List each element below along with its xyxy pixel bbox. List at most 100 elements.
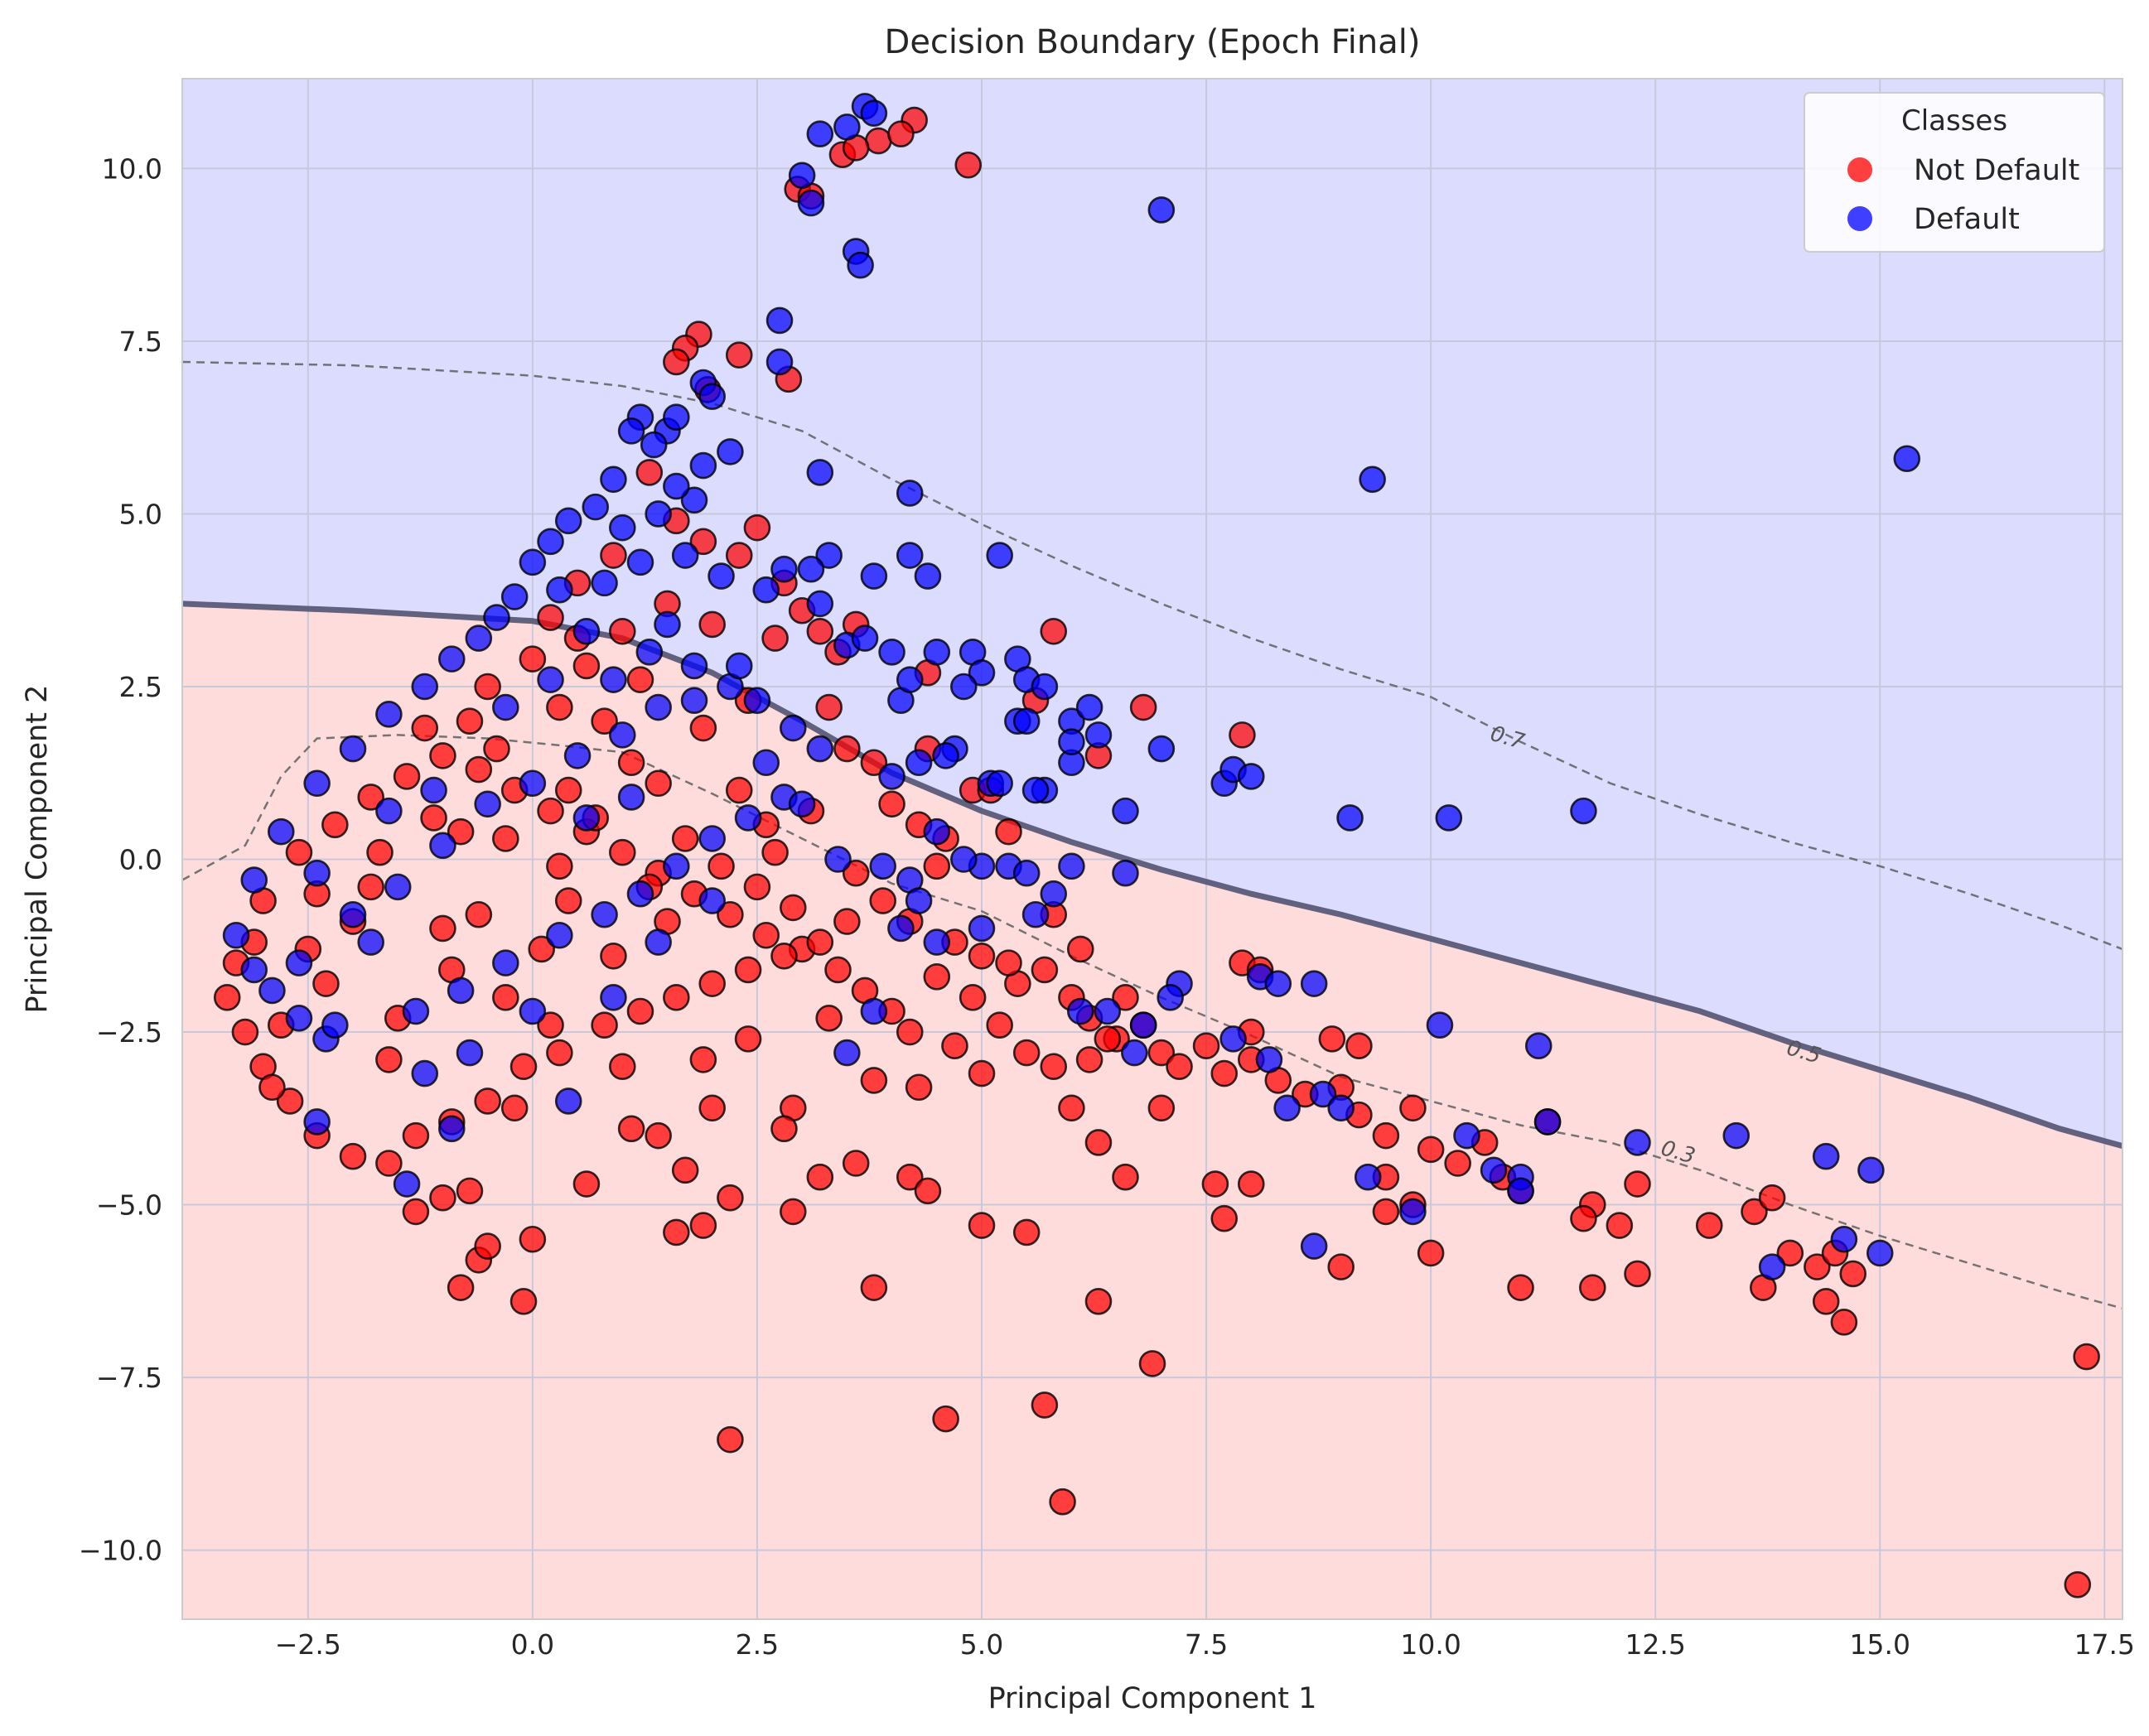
x-tick-label: 12.5	[1625, 1628, 1685, 1661]
default-point	[847, 251, 874, 279]
default-point	[986, 769, 1013, 798]
not-default-point	[429, 742, 456, 769]
default-point	[1147, 735, 1176, 763]
default-point	[635, 638, 664, 666]
not-default-point	[591, 707, 618, 735]
default-point	[1112, 859, 1139, 887]
not-default-point	[608, 1053, 636, 1081]
default-point	[519, 997, 547, 1025]
not-default-point	[806, 617, 834, 645]
default-point	[1722, 1121, 1751, 1150]
not-default-point	[537, 797, 564, 825]
not-default-point	[1570, 1204, 1597, 1232]
not-default-point	[519, 645, 547, 673]
not-default-point	[725, 542, 753, 569]
y-tick-label: −5.0	[96, 1189, 162, 1222]
default-point	[752, 749, 780, 777]
not-default-point	[258, 1073, 286, 1102]
default-point	[492, 693, 519, 721]
default-point	[860, 562, 888, 590]
not-default-point	[500, 1094, 529, 1122]
not-default-point	[572, 1170, 601, 1198]
chart-title: Decision Boundary (Epoch Final)	[885, 23, 1421, 61]
not-default-point	[645, 1121, 672, 1150]
not-default-point	[806, 928, 834, 956]
not-default-point	[770, 942, 798, 970]
default-point	[968, 659, 996, 687]
not-default-point	[1049, 1488, 1076, 1516]
not-default-point	[456, 1177, 484, 1205]
legend-title: Classes	[1901, 104, 2007, 137]
not-default-point	[1345, 1032, 1373, 1060]
not-default-point	[869, 887, 897, 914]
not-default-point	[1129, 693, 1157, 721]
not-default-point	[2064, 1570, 2092, 1599]
not-default-point	[509, 1053, 538, 1081]
default-point	[752, 576, 780, 604]
default-point	[878, 638, 905, 666]
not-default-point	[519, 1225, 547, 1253]
not-default-point	[312, 970, 340, 997]
not-default-point	[420, 804, 447, 832]
not-default-point	[833, 908, 861, 935]
not-default-point	[447, 1274, 475, 1301]
y-tick-label: 7.5	[119, 326, 162, 358]
default-point	[896, 666, 924, 693]
not-default-point	[734, 956, 762, 984]
not-default-point	[815, 1005, 843, 1032]
not-default-point	[600, 942, 627, 970]
default-point	[878, 763, 905, 790]
not-default-point	[761, 624, 789, 652]
not-default-point	[546, 852, 573, 880]
default-point	[806, 590, 834, 618]
default-point	[725, 652, 753, 680]
not-default-point	[698, 1094, 727, 1122]
not-default-point	[824, 956, 852, 984]
not-default-point	[914, 1177, 942, 1205]
x-tick-label: 7.5	[1185, 1628, 1228, 1661]
not-default-point	[743, 514, 771, 542]
default-point	[1300, 970, 1328, 997]
default-point	[563, 742, 592, 769]
default-point	[806, 735, 834, 763]
not-default-point	[1812, 1288, 1840, 1315]
not-default-point	[779, 894, 807, 922]
default-point	[303, 859, 331, 887]
default-point	[869, 852, 897, 880]
default-point	[788, 790, 816, 818]
default-point	[806, 120, 834, 148]
not-default-point	[537, 1011, 564, 1039]
default-point	[1426, 1011, 1454, 1039]
default-point	[591, 900, 618, 928]
not-default-point	[626, 666, 654, 693]
not-default-point	[842, 1150, 870, 1177]
default-point	[240, 866, 268, 894]
x-tick-label: 2.5	[736, 1628, 779, 1661]
not-default-point	[1741, 1198, 1768, 1226]
default-point	[914, 562, 942, 590]
default-point	[645, 928, 672, 956]
y-axis-label: Principal Component 2	[21, 685, 54, 1014]
default-point	[537, 666, 564, 693]
not-default-point	[1210, 1204, 1239, 1232]
not-default-point	[1229, 721, 1256, 749]
not-default-point	[1399, 1094, 1427, 1122]
not-default-point	[474, 1087, 501, 1115]
default-point	[600, 465, 627, 494]
default-point	[1354, 1163, 1382, 1191]
not-default-point	[1112, 984, 1139, 1011]
default-point	[483, 604, 510, 631]
default-point	[591, 569, 618, 597]
not-default-point	[1066, 935, 1094, 963]
default-point	[572, 804, 601, 832]
default-point	[600, 984, 627, 1011]
default-point	[1893, 445, 1921, 473]
default-point	[698, 887, 727, 914]
not-default-point	[447, 817, 475, 846]
default-point	[1255, 1046, 1283, 1073]
default-point	[663, 403, 690, 431]
default-point	[833, 1039, 861, 1067]
default-point	[654, 610, 681, 639]
default-point	[339, 900, 367, 928]
